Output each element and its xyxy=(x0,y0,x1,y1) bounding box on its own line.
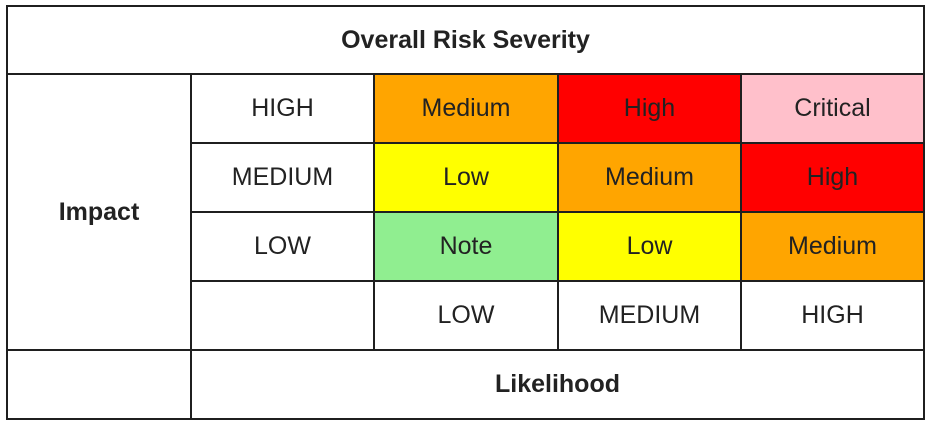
matrix-cell-impact-medium-likelihood-high: High xyxy=(740,142,925,213)
matrix-cell-impact-medium-likelihood-medium: Medium xyxy=(557,142,742,213)
empty-bottom-left-cell xyxy=(6,349,192,420)
impact-level-high: HIGH xyxy=(190,73,375,144)
likelihood-level-low: LOW xyxy=(373,280,559,351)
impact-axis-label: Impact xyxy=(6,73,192,351)
risk-severity-matrix: Overall Risk Severity Impact HIGH Medium… xyxy=(6,5,925,420)
empty-corner-cell xyxy=(190,280,375,351)
matrix-cell-impact-low-likelihood-medium: Low xyxy=(557,211,742,282)
matrix-cell-impact-high-likelihood-high: Critical xyxy=(740,73,925,144)
likelihood-axis-label: Likelihood xyxy=(190,349,925,420)
matrix-cell-impact-low-likelihood-low: Note xyxy=(373,211,559,282)
matrix-cell-impact-high-likelihood-low: Medium xyxy=(373,73,559,144)
matrix-cell-impact-high-likelihood-medium: High xyxy=(557,73,742,144)
impact-level-medium: MEDIUM xyxy=(190,142,375,213)
matrix-title: Overall Risk Severity xyxy=(6,5,925,75)
likelihood-level-high: HIGH xyxy=(740,280,925,351)
matrix-cell-impact-low-likelihood-high: Medium xyxy=(740,211,925,282)
impact-level-low: LOW xyxy=(190,211,375,282)
matrix-cell-impact-medium-likelihood-low: Low xyxy=(373,142,559,213)
likelihood-level-medium: MEDIUM xyxy=(557,280,742,351)
